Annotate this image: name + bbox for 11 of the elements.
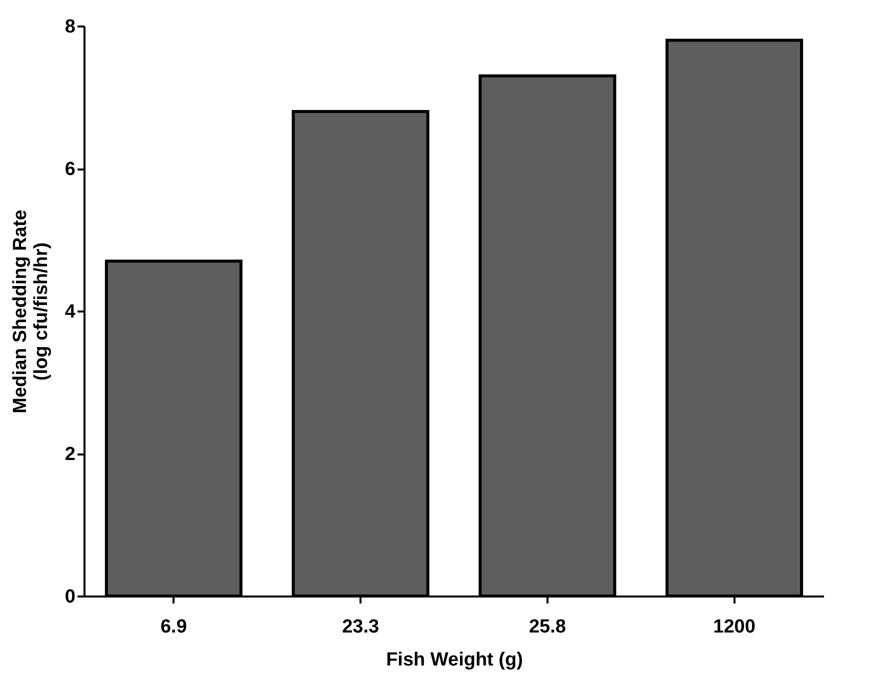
y-tick-label: 8	[64, 16, 76, 38]
x-tick-label: 23.3	[342, 616, 380, 638]
y-axis-title: Median Shedding Rate (log cfu/fish/hr)	[10, 210, 52, 414]
x-axis-title: Fish Weight (g)	[386, 650, 523, 670]
x-tick-label: 25.8	[528, 616, 566, 638]
y-tick-label: 6	[64, 159, 76, 180]
y-tick-label: 0	[64, 586, 76, 608]
y-tick-label: 2	[64, 444, 76, 465]
x-tick-label: 6.9	[160, 616, 187, 638]
x-tick-label: 1200	[713, 616, 756, 638]
y-tick-label: 4	[64, 302, 76, 322]
